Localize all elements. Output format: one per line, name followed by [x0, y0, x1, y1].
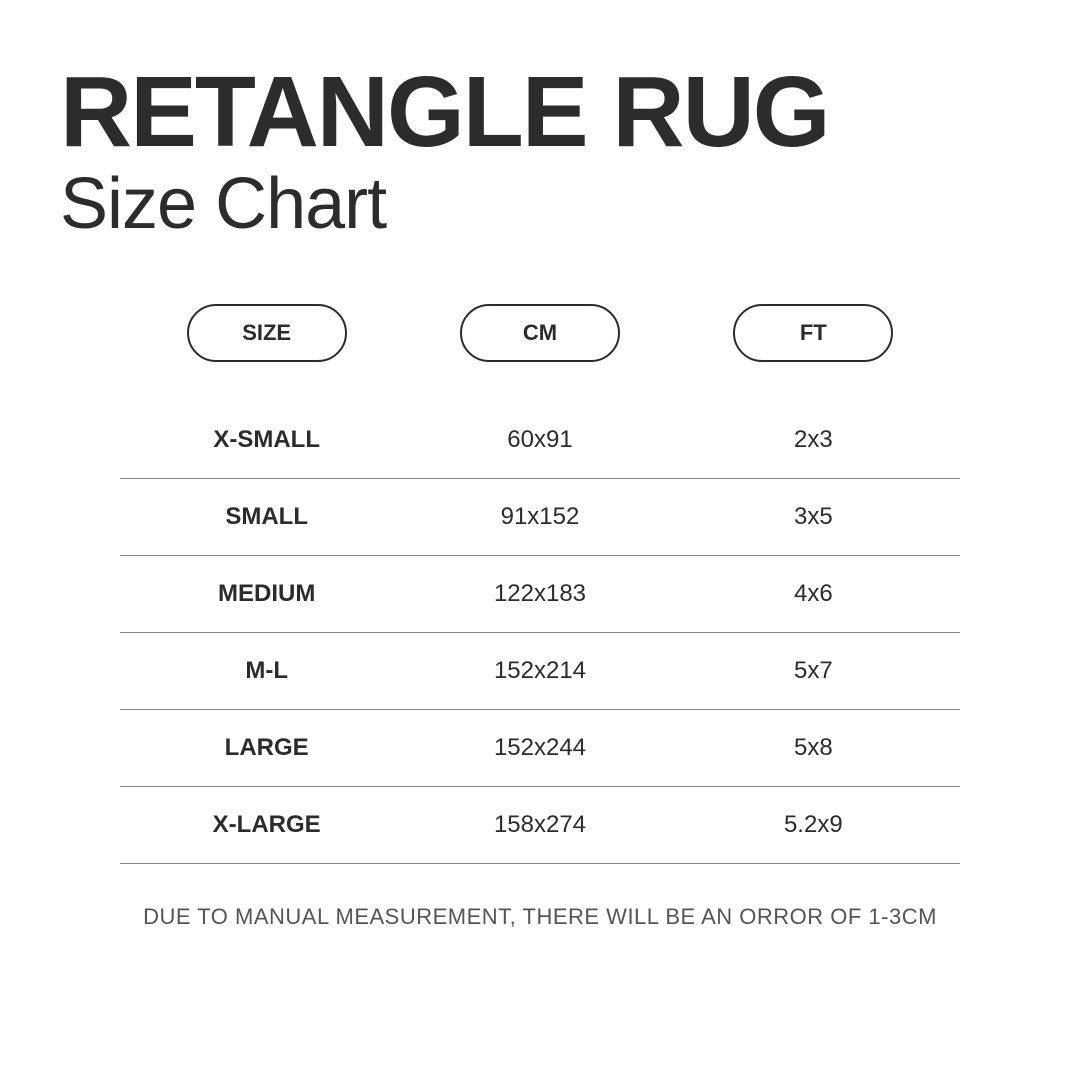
header-pill-cm: CM: [460, 304, 620, 362]
table-row: X-SMALL 60x91 2x3: [120, 402, 960, 479]
table-row: M-L 152x214 5x7: [120, 633, 960, 710]
cell-ft: 5x7: [677, 657, 950, 685]
cell-size: X-LARGE: [130, 811, 403, 839]
cell-size: MEDIUM: [130, 580, 403, 608]
table-row: X-LARGE 158x274 5.2x9: [120, 787, 960, 864]
title-block: RETANGLE RUG Size Chart: [60, 60, 1020, 244]
cell-ft: 5x8: [677, 734, 950, 762]
col-cm: CM: [403, 304, 676, 362]
table-row: SMALL 91x152 3x5: [120, 479, 960, 556]
cell-size: LARGE: [130, 734, 403, 762]
cell-size: M-L: [130, 657, 403, 685]
table-header-row: SIZE CM FT: [120, 304, 960, 362]
cell-cm: 158x274: [403, 811, 676, 839]
col-ft: FT: [677, 304, 950, 362]
cell-cm: 60x91: [403, 426, 676, 454]
cell-size: X-SMALL: [130, 426, 403, 454]
header-pill-size: SIZE: [187, 304, 347, 362]
header-pill-ft: FT: [733, 304, 893, 362]
table-row: MEDIUM 122x183 4x6: [120, 556, 960, 633]
cell-ft: 4x6: [677, 580, 950, 608]
size-chart-table: SIZE CM FT X-SMALL 60x91 2x3 SMALL 91x15…: [60, 304, 1020, 864]
cell-size: SMALL: [130, 503, 403, 531]
cell-ft: 3x5: [677, 503, 950, 531]
cell-ft: 2x3: [677, 426, 950, 454]
cell-cm: 122x183: [403, 580, 676, 608]
page-title: RETANGLE RUG: [60, 60, 1020, 165]
table-row: LARGE 152x244 5x8: [120, 710, 960, 787]
page-subtitle: Size Chart: [60, 165, 1020, 244]
cell-cm: 152x214: [403, 657, 676, 685]
cell-cm: 91x152: [403, 503, 676, 531]
footnote: DUE TO MANUAL MEASUREMENT, THERE WILL BE…: [60, 904, 1020, 930]
col-size: SIZE: [130, 304, 403, 362]
cell-cm: 152x244: [403, 734, 676, 762]
cell-ft: 5.2x9: [677, 811, 950, 839]
